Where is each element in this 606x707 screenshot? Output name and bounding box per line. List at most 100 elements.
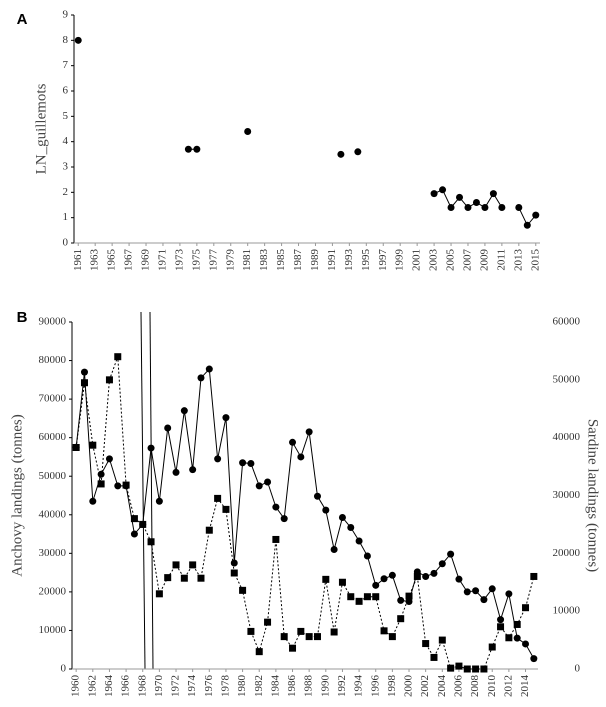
marker: [355, 597, 363, 605]
marker: [239, 459, 247, 467]
marker: [532, 211, 540, 219]
x-tick-label: 1961: [72, 249, 84, 271]
marker: [523, 221, 531, 229]
y-tick-label: 90000: [39, 316, 67, 328]
marker: [447, 550, 455, 558]
marker: [264, 478, 272, 486]
marker: [489, 190, 497, 198]
marker: [239, 586, 247, 594]
marker: [405, 592, 413, 600]
y-tick-label: 7: [63, 59, 69, 71]
marker: [322, 575, 330, 583]
y-tick-label: 10000: [39, 624, 67, 636]
x-tick-label: 1970: [153, 675, 165, 698]
marker: [289, 644, 297, 652]
marker: [497, 616, 505, 624]
x-tick-label: 2003: [428, 249, 440, 272]
x-tick-label: 1990: [319, 675, 331, 698]
marker: [80, 368, 88, 376]
marker: [372, 593, 380, 601]
marker: [347, 593, 355, 601]
marker: [89, 441, 97, 449]
x-tick-label: 1962: [86, 675, 98, 697]
x-tick-label: 1987: [292, 249, 304, 272]
marker: [164, 574, 172, 582]
y-tick-label: 1: [63, 211, 69, 223]
x-tick-label: 1975: [190, 249, 202, 272]
y-tick-label: 70000: [39, 393, 67, 405]
marker: [413, 572, 421, 580]
x-tick-label: 1973: [173, 249, 185, 272]
y2-tick-label: 0: [575, 663, 581, 675]
x-tick-label: 1988: [303, 675, 315, 698]
y-tick-label: 6: [63, 85, 69, 97]
marker: [497, 623, 505, 631]
marker: [197, 574, 205, 582]
marker: [481, 204, 489, 212]
marker: [97, 470, 105, 478]
x-tick-label: 2005: [445, 249, 457, 272]
marker: [480, 596, 488, 604]
marker: [180, 574, 188, 582]
y-axis-title: LN_guillemots: [33, 83, 49, 174]
y-tick-label: 8: [63, 34, 69, 46]
marker: [114, 482, 122, 490]
x-tick-label: 1991: [326, 249, 338, 271]
x-tick-label: 1967: [123, 249, 135, 272]
x-tick-label: 1982: [253, 675, 265, 697]
marker: [280, 633, 288, 641]
marker: [297, 627, 305, 635]
marker: [130, 515, 138, 523]
marker: [405, 598, 413, 606]
marker: [214, 455, 222, 463]
marker: [164, 424, 172, 432]
y-tick-label: 60000: [39, 431, 67, 443]
x-tick-label: 2012: [502, 675, 514, 697]
marker: [305, 633, 313, 641]
marker: [139, 520, 147, 528]
marker: [205, 365, 213, 373]
x-tick-label: 1999: [394, 249, 406, 272]
marker: [330, 628, 338, 636]
x-tick-label: 1971: [156, 249, 168, 271]
y-tick-label: 2: [63, 186, 69, 198]
x-tick-label: 1986: [286, 675, 298, 698]
marker: [513, 634, 521, 642]
marker: [155, 497, 163, 505]
marker: [230, 559, 238, 567]
marker: [255, 648, 263, 656]
x-tick-label: 1989: [309, 249, 321, 272]
marker: [255, 482, 263, 490]
marker: [455, 575, 463, 583]
x-tick-label: 2013: [512, 249, 524, 272]
marker: [272, 535, 280, 543]
x-tick-label: 2000: [403, 675, 415, 698]
marker: [438, 560, 446, 568]
marker: [114, 353, 122, 361]
x-tick-label: 1977: [207, 249, 219, 272]
marker: [197, 374, 205, 382]
marker: [264, 618, 272, 626]
marker: [172, 468, 180, 476]
y-axis-title: Anchovy landings (tonnes): [9, 414, 25, 576]
x-tick-label: 1994: [353, 675, 365, 698]
marker: [338, 578, 346, 586]
marker: [472, 665, 480, 673]
x-tick-label: 1998: [386, 675, 398, 698]
marker: [322, 506, 330, 514]
marker: [222, 414, 230, 422]
marker: [355, 537, 363, 545]
y-tick-label: 0: [61, 663, 67, 675]
marker: [297, 453, 305, 461]
marker: [463, 665, 471, 673]
marker: [280, 515, 288, 523]
marker: [456, 193, 464, 201]
marker: [247, 459, 255, 467]
marker: [363, 593, 371, 601]
x-tick-label: 2008: [469, 675, 481, 698]
marker: [397, 596, 405, 604]
marker: [337, 150, 345, 158]
marker: [105, 376, 113, 384]
marker: [515, 204, 523, 212]
marker: [430, 653, 438, 661]
